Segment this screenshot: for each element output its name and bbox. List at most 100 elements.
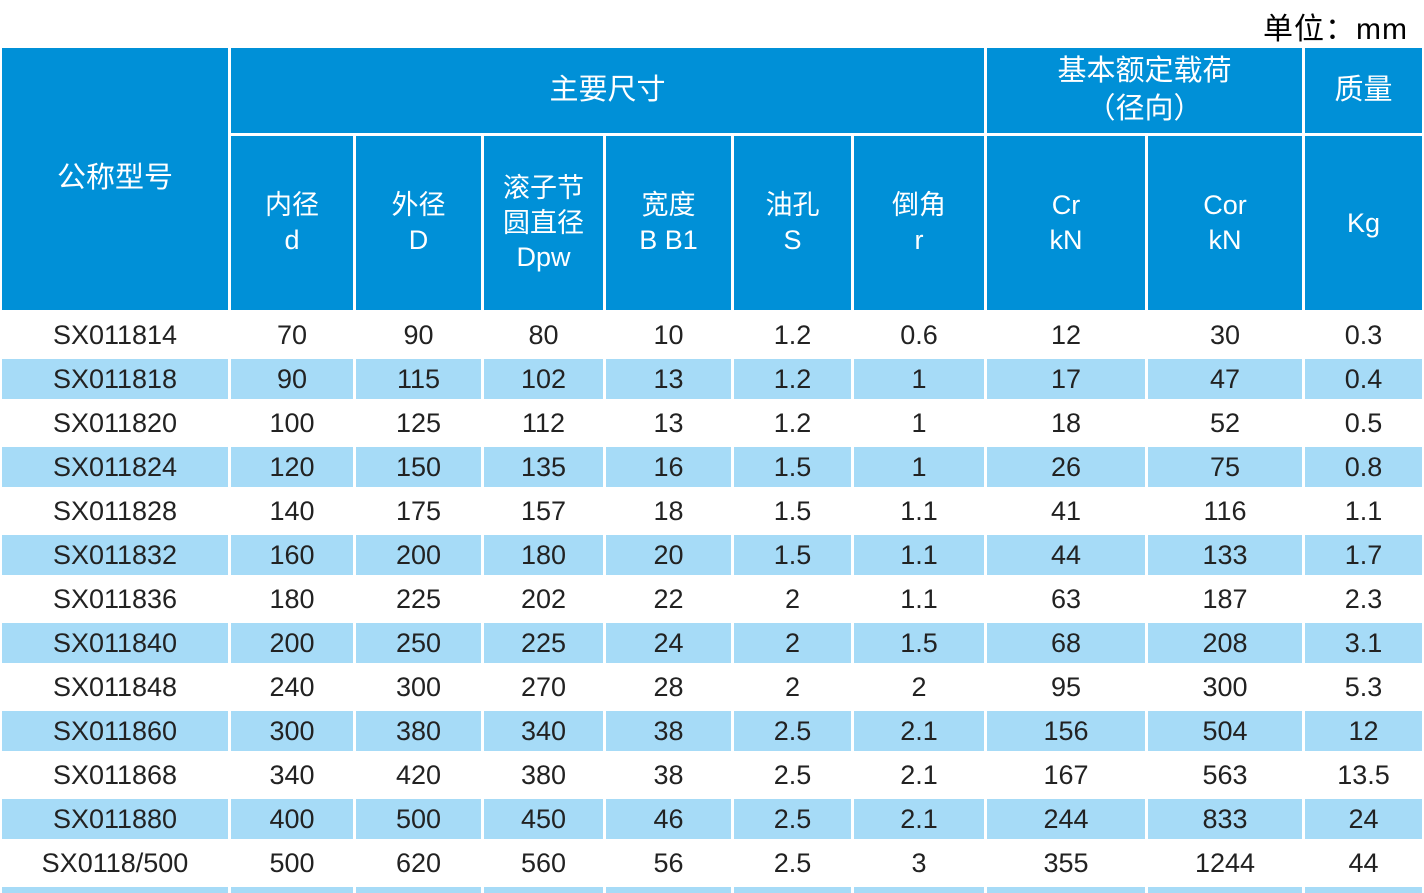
cell-kg: 0.4 (1305, 357, 1422, 401)
cell-oil-hole: 2.5 (734, 797, 851, 841)
cell-oil-hole (734, 885, 851, 893)
cell-model: SX011840 (2, 621, 228, 665)
cell-cr: 18 (1050, 407, 1082, 438)
cell-kg: 0.8 (1305, 445, 1422, 489)
cell-cr: 167 (1043, 759, 1089, 790)
cell-kg: 1.1 (1344, 495, 1383, 526)
header-kg: Kg (1305, 136, 1422, 310)
cell-oil-hole: 1.5 (734, 445, 851, 489)
header-chamfer: 倒角 r (854, 136, 984, 310)
cell-cr (987, 885, 1145, 893)
cell-inner-diameter: 340 (269, 759, 315, 790)
cell-cor: 300 (1202, 671, 1248, 702)
table-row: SX011814 70 90 80 10 1.2 0.6 12 30 0.3 (2, 313, 1422, 357)
cell-cr: 68 (987, 621, 1145, 665)
cell-inner-diameter: 240 (269, 671, 315, 702)
cell-kg: 24 (1305, 797, 1422, 841)
cell-kg (1305, 885, 1422, 893)
cell-model: SX011814 (52, 319, 178, 350)
table-row: SX011840 200 250 225 24 2 1.5 68 208 3.1 (2, 621, 1422, 665)
cell-outer-diameter: 175 (395, 495, 442, 526)
cell-outer-diameter: 125 (395, 407, 442, 438)
cell-cor: 47 (1148, 357, 1302, 401)
cell-inner-diameter (231, 885, 353, 893)
cell-width: 16 (606, 445, 731, 489)
header-cr: Cr kN (987, 136, 1145, 310)
cell-model: SX011848 (52, 671, 178, 702)
cell-outer-diameter: 90 (403, 319, 434, 350)
cell-width: 38 (606, 709, 731, 753)
cell-width: 24 (606, 621, 731, 665)
cell-kg: 0.3 (1344, 319, 1383, 350)
cell-roller-pitch-diameter: 450 (484, 797, 603, 841)
cell-cor: 563 (1202, 759, 1248, 790)
cell-roller-pitch-diameter: 80 (528, 319, 559, 350)
cell-oil-hole: 1.2 (773, 319, 812, 350)
cell-cor: 30 (1209, 319, 1241, 350)
cell-outer-diameter: 150 (356, 445, 481, 489)
cell-outer-diameter: 300 (395, 671, 442, 702)
cell-width: 46 (606, 797, 731, 841)
cell-model: SX011836 (52, 583, 178, 614)
cell-model: SX011868 (52, 759, 178, 790)
cell-chamfer: 1.1 (854, 533, 984, 577)
cell-outer-diameter: 420 (395, 759, 442, 790)
cell-inner-diameter: 180 (269, 583, 315, 614)
cell-width (606, 885, 731, 893)
cell-width: 10 (653, 319, 684, 350)
cell-roller-pitch-diameter: 340 (484, 709, 603, 753)
cell-roller-pitch-diameter (484, 885, 603, 893)
cell-outer-diameter: 225 (395, 583, 442, 614)
cell-cor: 833 (1148, 797, 1302, 841)
cell-width: 18 (653, 495, 684, 526)
cell-roller-pitch-diameter: 270 (520, 671, 567, 702)
header-cor: Cor kN (1148, 136, 1302, 310)
header-roller-pitch-diameter: 滚子节 圆直径 Dpw (484, 136, 603, 310)
cell-inner-diameter: 90 (231, 357, 353, 401)
cell-inner-diameter: 300 (231, 709, 353, 753)
cell-chamfer: 1.1 (900, 583, 938, 614)
header-oil-hole: 油孔 S (734, 136, 851, 310)
cell-cr: 17 (987, 357, 1145, 401)
cell-chamfer: 1.5 (854, 621, 984, 665)
cell-oil-hole: 2 (734, 621, 851, 665)
cell-width: 56 (653, 847, 684, 878)
cell-width: 28 (653, 671, 684, 702)
cell-roller-pitch-diameter: 157 (520, 495, 567, 526)
table-row: SX011836 180 225 202 22 2 1.1 63 187 2.3 (2, 577, 1422, 621)
cell-roller-pitch-diameter: 560 (520, 847, 567, 878)
cell-cor: 187 (1202, 583, 1248, 614)
cell-cor: 208 (1148, 621, 1302, 665)
cell-kg: 3.1 (1305, 621, 1422, 665)
cell-kg: 44 (1348, 847, 1379, 878)
table-header: 公称型号 主要尺寸 基本额定载荷 （径向） 质量 内径 d 外径 D 滚子节 圆… (2, 48, 1422, 310)
table-row-partial (2, 885, 1422, 893)
cell-oil-hole: 1.2 (734, 357, 851, 401)
cell-oil-hole: 2 (784, 671, 801, 702)
cell-inner-diameter: 200 (231, 621, 353, 665)
cell-chamfer: 3 (911, 847, 927, 878)
cell-roller-pitch-diameter: 180 (484, 533, 603, 577)
cell-inner-diameter: 500 (269, 847, 315, 878)
cell-kg: 13.5 (1337, 759, 1390, 790)
table-row: SX011860 300 380 340 38 2.5 2.1 156 504 … (2, 709, 1422, 753)
cell-model: SX011824 (2, 445, 228, 489)
cell-width: 20 (606, 533, 731, 577)
cell-roller-pitch-diameter: 102 (484, 357, 603, 401)
table-row: SX011868 340 420 380 38 2.5 2.1 167 563 … (2, 753, 1422, 797)
cell-inner-diameter: 120 (231, 445, 353, 489)
cell-oil-hole: 2 (784, 583, 801, 614)
header-group-rated-load: 基本额定载荷 （径向） (987, 48, 1302, 133)
cell-chamfer: 2.1 (854, 709, 984, 753)
cell-oil-hole: 1.5 (734, 533, 851, 577)
cell-width: 38 (653, 759, 684, 790)
cell-chamfer: 1 (911, 407, 927, 438)
cell-cor: 504 (1148, 709, 1302, 753)
cell-outer-diameter: 115 (356, 357, 481, 401)
header-group-mass: 质量 (1305, 48, 1422, 133)
cell-inner-diameter: 140 (269, 495, 315, 526)
header-model: 公称型号 (2, 48, 228, 310)
cell-cor: 75 (1148, 445, 1302, 489)
cell-oil-hole: 2.5 (773, 847, 812, 878)
